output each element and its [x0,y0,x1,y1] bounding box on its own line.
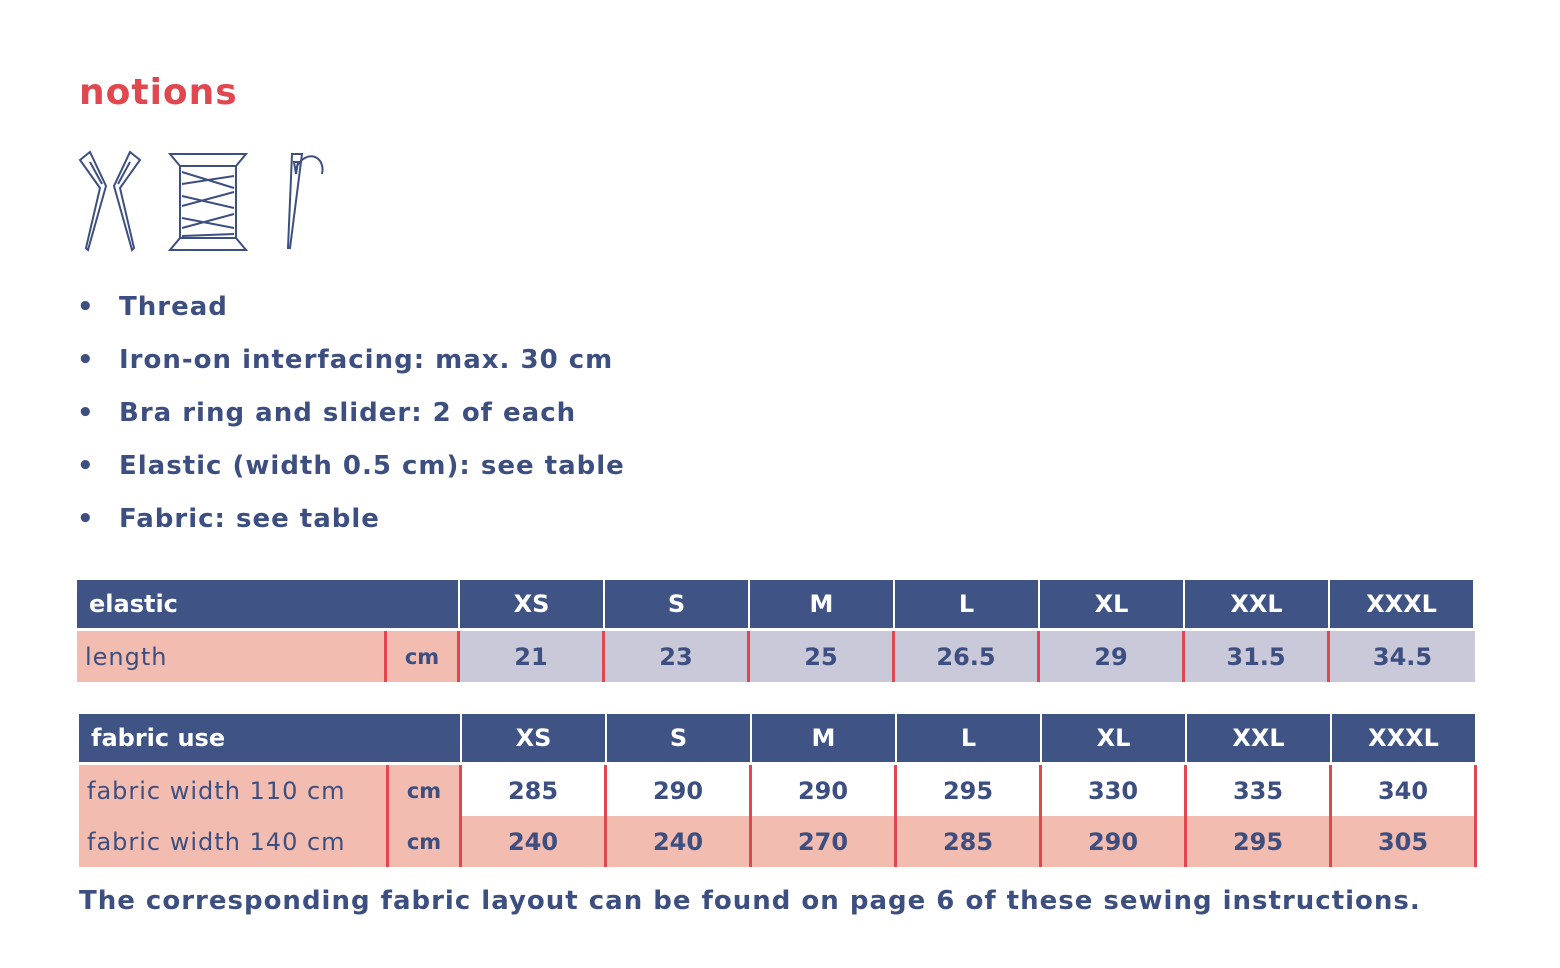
value-cell: 330 [1042,765,1187,816]
spool-icon [167,153,249,251]
header-cell: XS [462,714,605,762]
header-cell: XL [1042,714,1185,762]
value-cell: 290 [1042,816,1187,867]
value-cell: 29 [1040,631,1185,682]
value-cell: 21 [460,631,605,682]
list-item-text: Elastic (width 0.5 cm): see table [119,451,625,481]
unit: cm [387,631,460,682]
header-cell: XXXL [1330,580,1473,628]
list-item-text: Thread [119,292,228,322]
header-cell: fabric use [79,714,460,762]
value-cell: 340 [1332,765,1477,816]
header-cell: XXL [1185,580,1328,628]
header-cell: M [752,714,895,762]
header-cell: L [895,580,1038,628]
list-item-text: Iron-on interfacing: max. 30 cm [119,345,614,375]
bullet: • [77,504,95,534]
unit: cm [389,816,462,867]
value-cell: 335 [1187,765,1332,816]
list-item-text: Bra ring and slider: 2 of each [119,398,577,428]
bullet: • [77,451,95,481]
row-label: length [77,631,387,682]
value-cell: 290 [752,765,897,816]
value-cell: 285 [462,765,607,816]
header-cell: S [607,714,750,762]
row-label: fabric width 110 cm [79,765,389,816]
scissors-icon [78,150,142,252]
value-cell: 240 [462,816,607,867]
value-cell: 270 [752,816,897,867]
value-cell: 26.5 [895,631,1040,682]
value-cell: 290 [607,765,752,816]
header-cell: L [897,714,1040,762]
value-cell: 31.5 [1185,631,1330,682]
header-cell: XL [1040,580,1183,628]
value-cell: 23 [605,631,750,682]
header-cell: XXL [1187,714,1330,762]
value-cell: 34.5 [1330,631,1475,682]
footnote: The corresponding fabric layout can be f… [79,886,1421,916]
notion-icons [78,150,324,252]
value-cell: 295 [897,765,1042,816]
unit: cm [389,765,462,816]
header-cell: XXXL [1332,714,1475,762]
list-item-text: Fabric: see table [119,504,380,534]
needle-icon [286,153,324,249]
value-cell: 240 [607,816,752,867]
value-cell: 295 [1187,816,1332,867]
value-cell: 285 [897,816,1042,867]
header-cell: S [605,580,748,628]
bullet: • [77,292,95,322]
value-cell: 25 [750,631,895,682]
row-label: fabric width 140 cm [79,816,389,867]
header-cell: elastic [77,580,458,628]
bullet: • [77,398,95,428]
title: notions [79,72,238,113]
header-cell: XS [460,580,603,628]
value-cell: 305 [1332,816,1477,867]
header-cell: M [750,580,893,628]
bullet: • [77,345,95,375]
